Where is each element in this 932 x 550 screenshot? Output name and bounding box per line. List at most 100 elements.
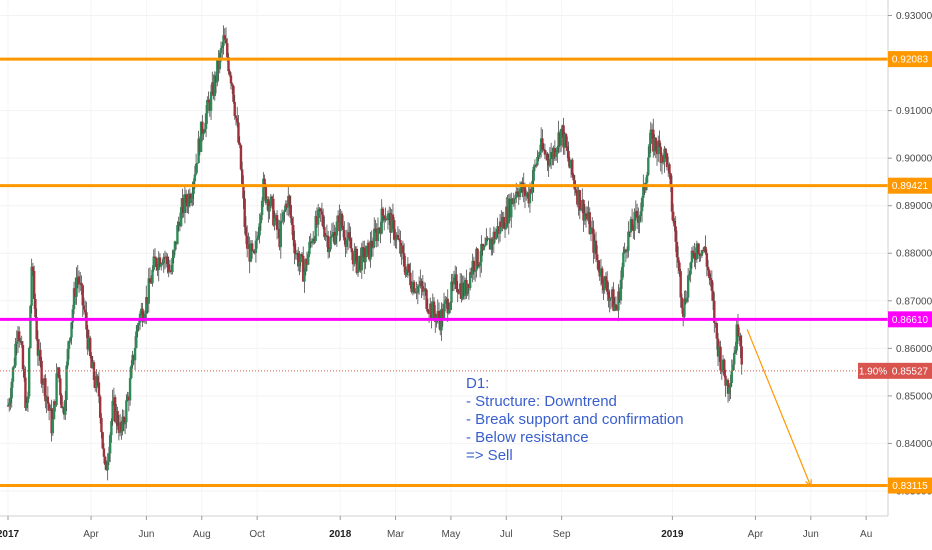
candle-body	[102, 448, 106, 457]
candle-body	[66, 348, 69, 366]
candle-body	[478, 261, 482, 267]
candle-body	[407, 264, 411, 273]
candle-body	[674, 226, 677, 242]
candle-body	[480, 244, 483, 262]
candle-body	[150, 282, 153, 284]
candle-body	[258, 223, 261, 236]
candle-body	[282, 212, 285, 221]
candle-body	[128, 378, 132, 401]
candle-body	[430, 303, 433, 320]
candle-body	[483, 245, 487, 247]
candle-body	[502, 216, 505, 229]
candle-body	[710, 279, 714, 291]
candle-body	[344, 240, 347, 247]
plot-area[interactable]	[0, 0, 888, 516]
candle-body	[605, 280, 609, 292]
level-badge-resistance	[888, 177, 932, 194]
candle-body	[412, 281, 416, 293]
candle-body	[222, 35, 225, 46]
candle-body	[143, 313, 147, 319]
candle-body	[273, 218, 276, 226]
candle-body	[695, 243, 699, 260]
candle-body	[698, 253, 701, 255]
candle-body	[460, 283, 463, 299]
candle-body	[305, 259, 309, 265]
candle-body	[39, 349, 42, 361]
candle-body	[491, 238, 494, 245]
candle-body	[381, 208, 385, 216]
candle-body	[462, 282, 466, 297]
y-tick-label: 0.93000	[896, 11, 932, 22]
candle-body	[113, 397, 117, 422]
candle-body	[715, 323, 719, 339]
x-tick-label: Apr	[83, 529, 99, 540]
candle-body	[298, 262, 301, 267]
candle-body	[131, 354, 134, 366]
horizontal-levels[interactable]	[0, 57, 888, 488]
candle-body	[615, 307, 619, 311]
candle-body	[635, 210, 639, 218]
level-badge-support-broken	[888, 311, 932, 328]
candle-body	[675, 241, 679, 258]
candle-body	[231, 83, 234, 86]
candle-body	[269, 196, 273, 206]
candle-body	[627, 231, 630, 251]
candle-body	[678, 262, 681, 272]
candle-body	[709, 278, 712, 280]
candle-body	[650, 129, 654, 131]
candle-body	[384, 218, 387, 221]
candle-body	[669, 173, 672, 185]
forecast-arrow-head	[805, 479, 812, 488]
candle-body	[36, 339, 40, 356]
candle-body	[507, 198, 510, 224]
candle-body	[86, 329, 89, 350]
candle-body	[162, 256, 165, 264]
candle-body	[340, 213, 344, 226]
candle-body	[25, 402, 28, 409]
candle-body	[76, 276, 79, 278]
candle-body	[577, 190, 580, 205]
candle-body	[279, 220, 283, 248]
candle-body	[51, 419, 55, 434]
candle-body	[240, 169, 244, 184]
candle-body	[221, 45, 224, 49]
candle-body	[351, 252, 355, 265]
level-badge-label: 0.86610	[892, 315, 929, 326]
candle-body	[275, 215, 279, 230]
candle-body	[518, 188, 522, 198]
price-axis[interactable]: 0.93000 0.91000 0.90000 0.89000 0.88000 0.870…	[888, 11, 932, 497]
candle-body	[121, 416, 124, 432]
candle-body	[645, 174, 649, 183]
candle-body	[181, 198, 184, 208]
candle-body	[373, 228, 376, 248]
candle-body	[227, 57, 230, 72]
candle-body	[383, 215, 386, 221]
candle-body	[35, 317, 38, 340]
candle-body	[461, 282, 464, 299]
candle-body	[522, 184, 525, 193]
candle-body	[526, 192, 529, 195]
candle-body	[312, 238, 315, 244]
candle-body	[57, 367, 61, 379]
candle-body	[244, 226, 248, 236]
candle-body	[136, 325, 139, 332]
candle-body	[681, 308, 685, 317]
candle-body	[657, 140, 660, 155]
candle-body	[242, 183, 245, 199]
candle-body	[216, 59, 219, 83]
candle-body	[690, 250, 694, 263]
candle-body	[209, 91, 213, 111]
time-axis[interactable]: 2017 Apr Jun Aug Oct 2018 Mar May Jul Sep 2019 Apr J…	[0, 516, 872, 540]
candle-body	[465, 279, 468, 294]
candle-body	[323, 226, 326, 238]
candle-body	[684, 298, 687, 303]
candle-body	[551, 152, 554, 159]
candle-body	[359, 255, 362, 271]
candle-body	[579, 209, 583, 211]
x-tick-label: Jul	[500, 529, 513, 540]
candle-body	[417, 285, 421, 287]
candle-body	[153, 256, 157, 259]
candle-body	[420, 280, 423, 287]
candle-body	[87, 337, 91, 350]
